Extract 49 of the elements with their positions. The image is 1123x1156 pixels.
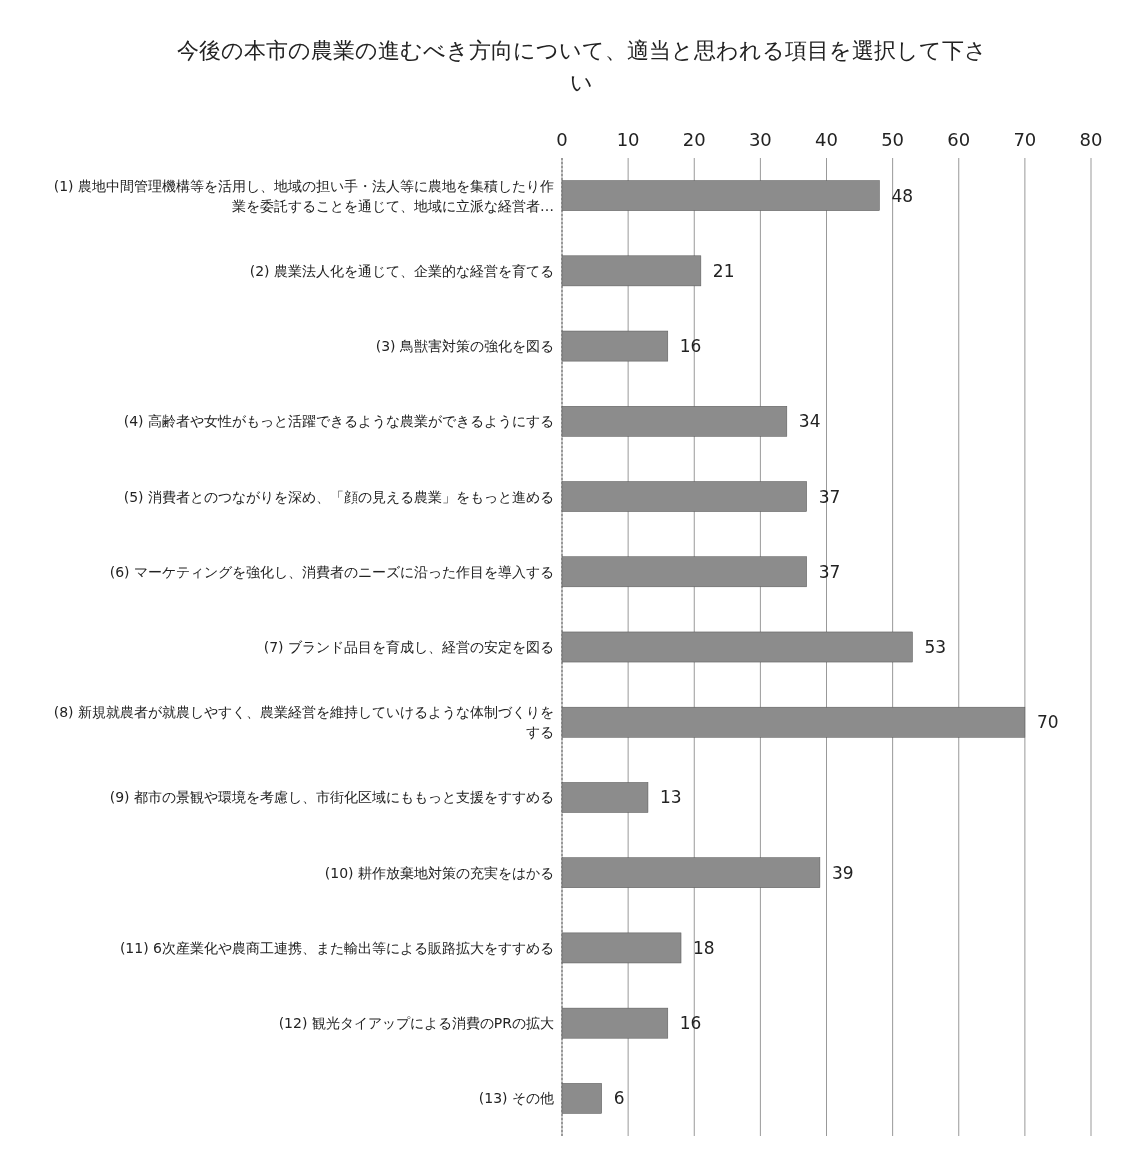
bar [561,857,821,888]
data-label: 37 [818,486,841,507]
y-tick-label: (4) 高齢者や女性がもっと活躍できるような農業ができるようにする [123,413,554,430]
y-tick-label: (11) 6次産業化や農商工連携、また輸出等による販路拡大をすすめる [119,939,554,956]
bar [561,782,649,813]
data-label: 21 [712,260,735,281]
bar [561,180,880,211]
data-label: 6 [613,1088,625,1109]
x-tick-label: 50 [881,129,905,150]
data-label: 34 [798,411,821,432]
y-tick-label: (3) 鳥獣害対策の強化を図る [375,338,554,355]
bar [561,406,788,437]
data-label: 18 [693,937,715,958]
x-tick-label: 60 [947,129,971,150]
y-tick-label: (8) 新規就農者が就農しやすく、農業経営を維持していけるような体制づくりをする [53,704,554,741]
bar [561,1007,669,1039]
data-label: 16 [679,336,702,357]
data-label: 53 [924,637,947,657]
y-tick-label: (7) ブランド品目を育成し、経営の安定を図る [263,639,554,655]
y-tick-label: (10) 耕作放棄地対策の充実をはかる [324,864,554,881]
bar [561,481,807,512]
x-tick-label: 70 [1013,129,1037,150]
data-label: 39 [831,862,854,883]
data-label: 48 [891,185,914,206]
y-tick-label: (12) 観光タイアップによる消費のPRの拡大 [278,1015,554,1032]
data-label: 37 [818,561,841,582]
data-label: 16 [679,1013,702,1034]
bar [561,631,913,663]
x-tick-label: 80 [1079,129,1103,150]
data-label: 70 [1036,712,1059,733]
x-tick-label: 0 [556,129,568,150]
x-tick-label: 30 [748,129,772,150]
x-tick-label: 40 [815,129,838,150]
data-label: 13 [659,787,682,808]
y-tick-label: (5) 消費者とのつながりを深め、「顔の見える農業」をもっと進める [123,488,554,505]
bar [561,255,702,287]
x-tick-label: 20 [682,129,706,150]
y-tick-label: (1) 農地中間管理機構等を活用し、地域の担い手・法人等に農地を集積したり作業を委託することを通じて、地域に立派な経営者… [53,177,554,214]
bar [561,932,682,964]
y-tick-label: (13) その他 [478,1090,554,1107]
y-tick-label: (6) マーケティングを強化し、消費者のニーズに沿った作目を導入する [109,563,554,580]
chart-title: 今後の本市の農業の進むべき方向について、適当と思われる項目を選択して下さい [176,38,987,95]
y-tick-label: (2) 農業法人化を通じて、企業的な経営を育てる [249,262,554,279]
bar [561,1083,602,1114]
y-tick-label: (9) 都市の景観や環境を考慮し、市街化区域にももっと支援をすすめる [109,789,554,806]
bar [561,330,669,362]
bar [561,706,1026,738]
bar [561,556,807,588]
x-tick-label: 10 [616,129,640,150]
